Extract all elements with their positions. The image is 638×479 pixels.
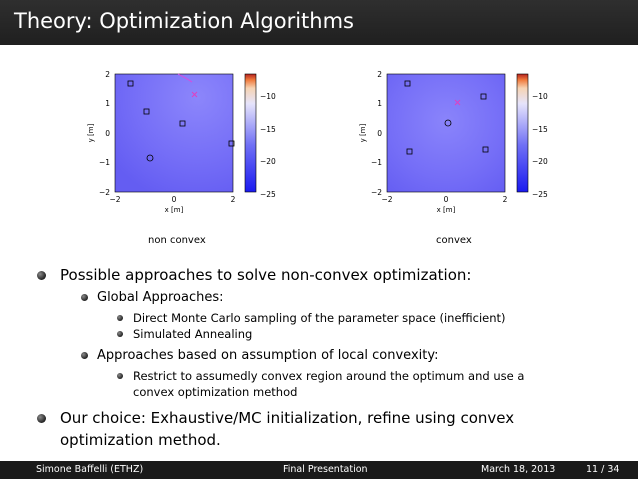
path-line (177, 73, 193, 83)
bullet-text: Direct Monte Carlo sampling of the param… (133, 311, 506, 325)
square-marker (404, 80, 411, 87)
footer-author: Simone Baffelli (ETHZ) (36, 464, 144, 475)
colorbar-tick: −15 (260, 125, 276, 134)
colorbar-tick: −10 (532, 92, 548, 101)
circle-marker (444, 119, 452, 127)
title-bar: Theory: Optimization Algorithms (0, 0, 638, 45)
bullet-text: Simulated Annealing (133, 327, 253, 341)
bullet-text: Possible approaches to solve non-convex … (60, 266, 472, 284)
colorbar (516, 73, 529, 193)
colorbar-tick: −20 (260, 157, 276, 166)
caption-non-convex: non convex (148, 235, 206, 246)
plot-convex: 2 1 0 −1 −2 −2 0 2 x [m] y [m] −10 −15 −… (359, 70, 548, 214)
x-axis-label: x [m] (437, 206, 456, 214)
bullet-text: Approaches based on assumption of local … (97, 348, 439, 363)
bullet-icon (117, 315, 123, 321)
y-tick: 0 (105, 129, 110, 138)
figure-non-convex: 2 1 0 −1 −2 −2 0 2 x [m] y [m] −10 −15 −… (80, 60, 300, 225)
plot-area (386, 73, 506, 193)
square-marker (480, 93, 487, 100)
x-tick: −2 (381, 195, 392, 204)
footer-bar: Simone Baffelli (ETHZ) Final Presentatio… (0, 461, 638, 479)
colorbar-tick: −25 (532, 190, 548, 199)
y-tick: −2 (99, 188, 110, 197)
x-tick: −2 (109, 195, 120, 204)
slide-title: Theory: Optimization Algorithms (14, 9, 354, 33)
x-tick: 0 (444, 195, 449, 204)
bullet-icon (81, 352, 88, 359)
y-tick: −1 (99, 158, 110, 167)
caption-convex: convex (436, 235, 472, 246)
colorbar-tick: −25 (260, 190, 276, 199)
bullet-text: Our choice: Exhaustive/MC initialization… (60, 409, 515, 427)
x-axis-label: x [m] (165, 206, 184, 214)
bullet-text-continued: optimization method. (60, 431, 221, 449)
bullet-icon (117, 373, 123, 379)
x-tick: 0 (172, 195, 177, 204)
plot-non-convex: 2 1 0 −1 −2 −2 0 2 x [m] y [m] −10 −15 −… (87, 70, 276, 214)
y-tick: −1 (371, 158, 382, 167)
y-tick: −2 (371, 188, 382, 197)
y-tick: 1 (105, 99, 110, 108)
colorbar-tick: −20 (532, 157, 548, 166)
x-tick: 2 (231, 195, 236, 204)
square-marker (406, 148, 413, 155)
colorbar-tick: −10 (260, 92, 276, 101)
square-marker (127, 80, 134, 87)
footer-date: March 18, 2013 (481, 464, 556, 475)
colorbar-tick: −15 (532, 125, 548, 134)
bullet-icon (37, 414, 46, 423)
y-tick: 2 (105, 70, 110, 79)
y-tick: 0 (377, 129, 382, 138)
bullet-text-continued: convex optimization method (133, 385, 298, 399)
square-marker (228, 140, 235, 147)
colorbar (244, 73, 257, 193)
circle-marker (146, 154, 154, 162)
bullet-icon (81, 294, 88, 301)
footer-talk-title: Final Presentation (283, 464, 368, 475)
footer-page-number: 11 / 34 (586, 464, 620, 475)
bullet-icon (37, 271, 46, 280)
bullet-text: Restrict to assumedly convex region arou… (133, 369, 525, 383)
y-axis-label: y [m] (359, 123, 367, 142)
y-axis-label: y [m] (87, 123, 95, 142)
y-tick: 1 (377, 99, 382, 108)
plot-area (114, 73, 234, 193)
figure-convex: 2 1 0 −1 −2 −2 0 2 x [m] y [m] −10 −15 −… (352, 60, 572, 225)
y-tick: 2 (377, 70, 382, 79)
x-tick: 2 (503, 195, 508, 204)
square-marker (179, 120, 186, 127)
bullet-icon (117, 331, 123, 337)
cross-marker (191, 91, 198, 98)
bullet-text: Global Approaches: (97, 290, 224, 305)
square-marker (482, 146, 489, 153)
cross-marker (454, 99, 461, 106)
square-marker (143, 108, 150, 115)
